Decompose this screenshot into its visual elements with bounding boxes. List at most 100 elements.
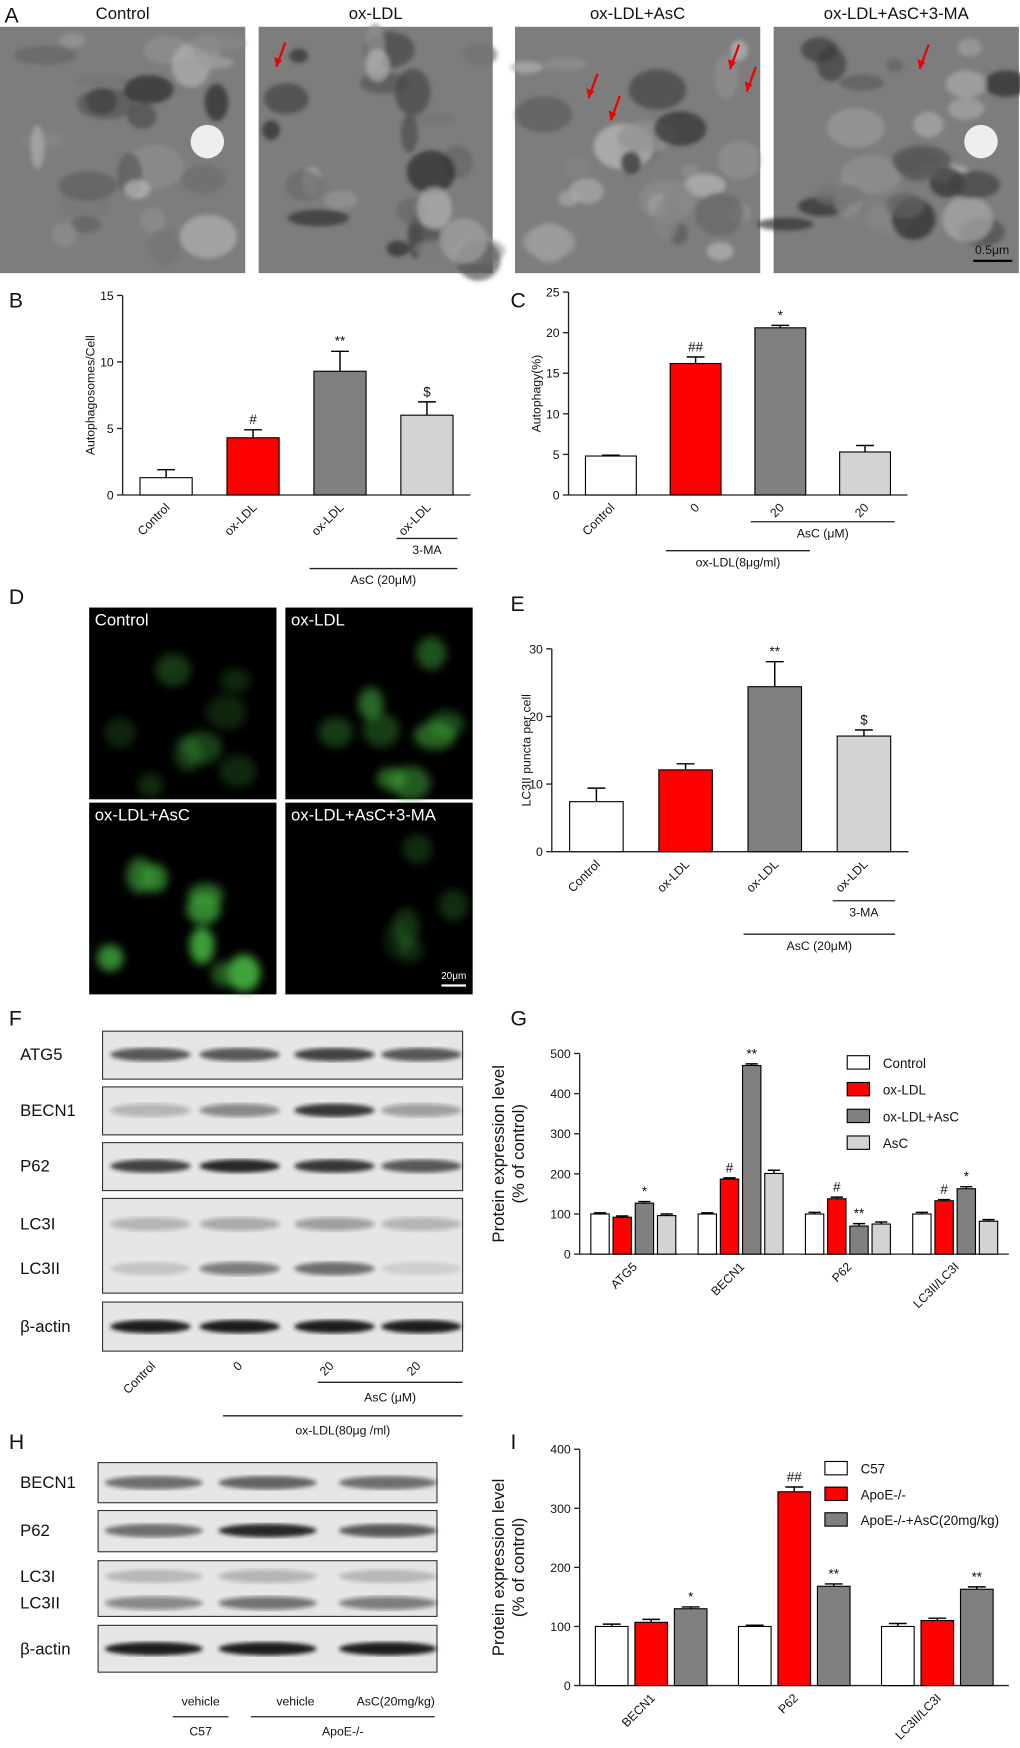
- error-bar: [587, 787, 606, 802]
- error-bar: [785, 1486, 804, 1492]
- bar: [741, 1064, 762, 1255]
- organelle: [58, 171, 118, 201]
- vacuole: [964, 124, 998, 159]
- significance-label: *: [642, 1184, 647, 1199]
- bar: [827, 1198, 847, 1255]
- bar: [634, 1202, 655, 1255]
- legend-swatch: [824, 1460, 848, 1476]
- blot-row-label: BECN1: [20, 1473, 76, 1492]
- cell: [104, 717, 136, 749]
- error-bar: [660, 1213, 673, 1216]
- band: [104, 1596, 203, 1610]
- cell: [126, 857, 154, 894]
- organelle: [127, 103, 157, 129]
- legend-swatch: [846, 1135, 871, 1150]
- significance-label: **: [770, 644, 780, 659]
- legend-label: C57: [861, 1462, 886, 1477]
- cell: [227, 954, 261, 992]
- band: [199, 1261, 280, 1276]
- image-label: ox-LDL+AsC: [95, 805, 190, 824]
- organelle: [262, 120, 281, 140]
- band: [338, 1596, 437, 1610]
- cell: [96, 944, 124, 972]
- significance-label: ##: [787, 1469, 802, 1484]
- band: [110, 1159, 191, 1173]
- bands: [104, 1523, 437, 1538]
- y-axis-label: (% of control): [509, 1104, 528, 1203]
- error-bar: [855, 729, 873, 737]
- y-tick-label: 10: [529, 778, 543, 792]
- organelle: [285, 170, 325, 202]
- error-bar: [960, 1185, 973, 1189]
- legend-label: Control: [883, 1056, 926, 1071]
- organelle: [405, 112, 456, 125]
- bar: [978, 1220, 999, 1255]
- x-tick-label: 20: [852, 500, 872, 520]
- blot-row-label: β-actin: [20, 1639, 71, 1658]
- y-tick-label: 0: [564, 1248, 571, 1262]
- bar: [804, 1213, 825, 1255]
- bar: [584, 455, 637, 496]
- bands: [104, 1596, 437, 1610]
- y-tick-label: 5: [107, 422, 114, 436]
- bar: [959, 1588, 994, 1687]
- error-bar: [875, 1221, 888, 1225]
- band: [104, 1569, 203, 1583]
- x-tick-label: Control: [135, 501, 173, 539]
- band: [104, 1475, 203, 1490]
- legend-swatch: [824, 1512, 848, 1527]
- error-bar: [593, 1212, 607, 1214]
- y-tick-label: 0: [536, 845, 543, 859]
- lane-label: AsC(20mg/kg): [357, 1695, 435, 1709]
- error-bar: [745, 1624, 764, 1627]
- organelle: [886, 58, 904, 73]
- cell: [206, 695, 247, 730]
- bar: [880, 1625, 915, 1687]
- band: [199, 1159, 280, 1173]
- y-axis-label: LC3II puncta per cell: [520, 694, 534, 806]
- band: [199, 1103, 280, 1118]
- y-tick-label: 400: [550, 1087, 571, 1101]
- image-label: Control: [96, 4, 150, 23]
- cell: [187, 883, 224, 907]
- band: [381, 1103, 462, 1118]
- organelle: [323, 190, 358, 209]
- y-tick-label: 0: [107, 488, 114, 502]
- blot-row-label: BECN1: [20, 1101, 76, 1120]
- bands: [104, 1475, 437, 1490]
- x-tick-label: ox-LDL: [744, 857, 782, 895]
- band: [110, 1217, 191, 1231]
- bar: [839, 451, 892, 496]
- legend-swatch: [824, 1486, 848, 1502]
- organelle: [885, 192, 925, 218]
- blot-row-label: β-actin: [20, 1317, 71, 1336]
- band: [110, 1103, 191, 1118]
- cell: [362, 712, 400, 748]
- organelle: [730, 40, 748, 61]
- bands: [110, 1217, 462, 1231]
- error-bar: [418, 401, 436, 416]
- panel-letter: B: [9, 290, 23, 313]
- cells: [383, 834, 469, 963]
- organelle: [123, 75, 174, 104]
- organelle: [913, 112, 944, 138]
- significance-label: **: [829, 1566, 839, 1581]
- group-label: AsC (20μM): [351, 573, 417, 587]
- image-label: ox-LDL+AsC+3-MA: [824, 4, 970, 23]
- bar: [658, 769, 713, 853]
- y-tick-label: 300: [550, 1127, 571, 1141]
- bar: [764, 1172, 784, 1255]
- legend-label: ApoE-/-+AsC(20mg/kg): [861, 1513, 999, 1528]
- cell: [402, 834, 433, 864]
- cell: [174, 735, 203, 772]
- organelle: [826, 107, 885, 148]
- error-bar: [928, 1617, 947, 1621]
- bar: [612, 1216, 632, 1255]
- legend-label: ox-LDL: [883, 1083, 926, 1098]
- band: [104, 1523, 203, 1538]
- significance-label: #: [249, 412, 257, 427]
- x-tick-label: LC3II/LC3I: [893, 1691, 944, 1742]
- band: [218, 1642, 317, 1656]
- bands: [110, 1319, 462, 1334]
- organelle: [386, 240, 410, 257]
